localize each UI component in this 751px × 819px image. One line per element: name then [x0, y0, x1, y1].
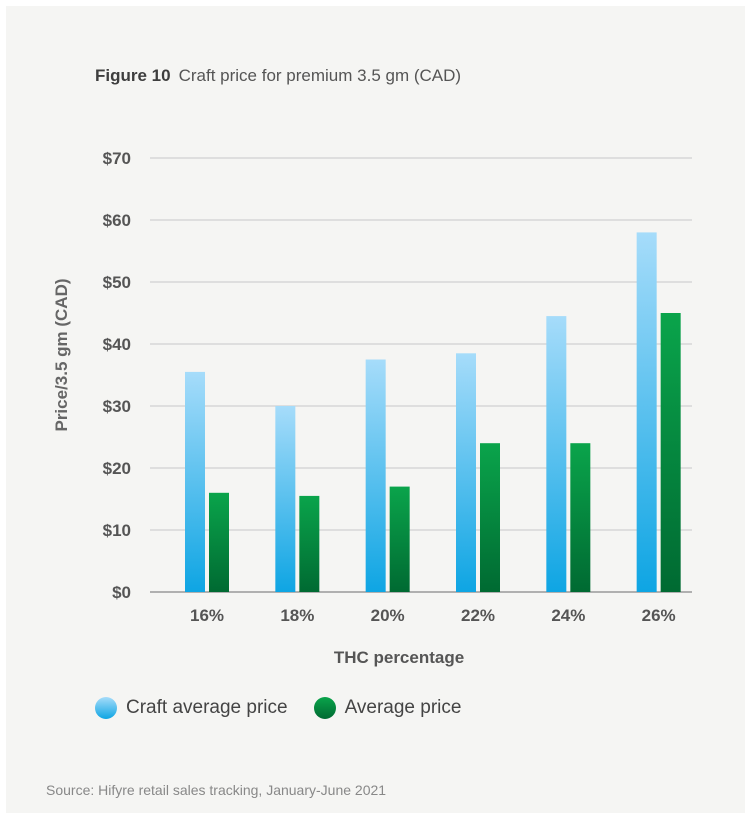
- figure-number: Figure 10: [95, 66, 171, 85]
- bar-craft-16pct: [185, 371, 205, 592]
- x-tick-label: 16%: [190, 606, 224, 625]
- x-tick-label: 22%: [461, 606, 495, 625]
- legend-label-average: Average price: [344, 697, 462, 718]
- x-tick-label: 24%: [551, 606, 585, 625]
- bar-craft-20pct: [365, 359, 386, 592]
- bar-craft-24pct: [546, 316, 567, 592]
- legend-swatch-craft: [95, 697, 117, 719]
- legend-swatch-average: [313, 697, 336, 719]
- y-tick-label: $0: [112, 583, 131, 602]
- legend-label-craft: Craft average price: [126, 697, 288, 718]
- y-tick-label: $30: [103, 397, 131, 416]
- x-tick-label: 20%: [371, 606, 405, 625]
- bar-average-18pct: [299, 495, 320, 592]
- chart-legend: Craft average price Average price: [95, 697, 487, 719]
- figure-title: Figure 10 Craft price for premium 3.5 gm …: [95, 66, 461, 86]
- bar-craft-22pct: [456, 353, 476, 592]
- y-tick-label: $60: [103, 211, 131, 230]
- bar-average-24pct: [570, 443, 591, 592]
- x-axis-label: THC percentage: [333, 648, 465, 667]
- y-tick-label: $40: [103, 335, 131, 354]
- bar-average-16pct: [209, 492, 229, 592]
- y-tick-label: $20: [103, 459, 131, 478]
- x-tick-label: 18%: [280, 606, 314, 625]
- y-tick-label: $10: [103, 521, 131, 540]
- bar-average-22pct: [480, 443, 500, 592]
- bar-craft-18pct: [275, 406, 296, 592]
- legend-item-average: Average price: [313, 697, 462, 719]
- bar-craft-26pct: [636, 232, 657, 592]
- bar-average-26pct: [660, 313, 681, 592]
- figure-caption: Craft price for premium 3.5 gm (CAD): [178, 66, 462, 85]
- source-note: Source: Hifyre retail sales tracking, Ja…: [46, 782, 387, 798]
- y-axis-label: Price/3.5 gm (CAD): [52, 278, 71, 432]
- bar-average-20pct: [389, 486, 410, 592]
- legend-item-craft: Craft average price: [95, 697, 288, 719]
- x-tick-label: 26%: [642, 606, 676, 625]
- y-tick-label: $70: [103, 149, 131, 168]
- y-tick-label: $50: [103, 273, 131, 292]
